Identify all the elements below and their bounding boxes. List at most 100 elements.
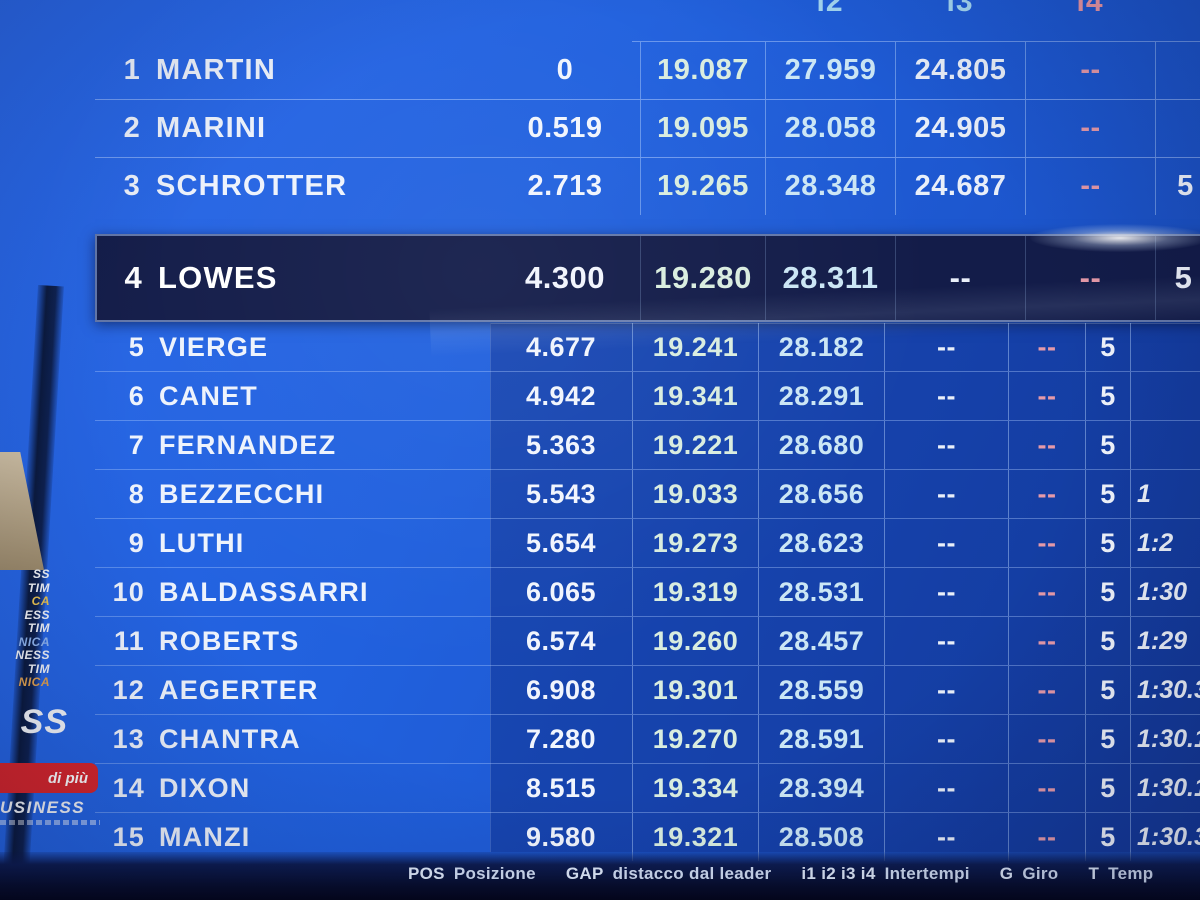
lap-count-cell: [1155, 42, 1200, 99]
legend: POS Posizione GAP distacco dal leader i1…: [408, 864, 1183, 884]
i4-cell: --: [1008, 470, 1085, 518]
col-header-i4: i4: [1076, 0, 1104, 18]
lap-count-cell: 5: [1085, 568, 1130, 616]
legend-label: Intertempi: [884, 864, 970, 883]
gap-cell: 5.363: [525, 429, 597, 460]
timing-row: 5 VIERGE 4.677 19.241 28.182 -- -- 5: [95, 323, 1200, 372]
ad-fragment: SS: [32, 567, 50, 581]
timing-row: 6 CANET 4.942 19.341 28.291 -- -- 5: [95, 372, 1200, 421]
timing-row-highlighted: 4 LOWES 4.300 19.280 28.311 -- -- 5: [95, 234, 1200, 322]
table-top-divider: [632, 41, 1200, 42]
i1-cell: 19.265: [640, 158, 765, 215]
position-number: 9: [128, 527, 145, 558]
timing-row: 2 MARINI 0.519 19.095 28.058 24.905 --: [95, 100, 1200, 158]
i2-cell: 27.959: [765, 42, 895, 99]
lap-count-cell: [1155, 100, 1200, 157]
gap-cell: 4.300: [524, 260, 606, 295]
i4-cell: --: [1008, 764, 1085, 812]
i3-cell: --: [895, 236, 1025, 320]
legend-label: Giro: [1022, 864, 1059, 883]
legend-key: POS: [408, 864, 445, 883]
gap-cell: 5.543: [525, 478, 597, 509]
rider-name-cell: 13 CHANTRA: [95, 715, 490, 763]
i4-cell: --: [1025, 158, 1155, 215]
timing-row: 10 BALDASSARRI 6.065 19.319 28.531 -- -- 5 1:30: [95, 568, 1200, 617]
position-number: 1: [123, 54, 141, 86]
lap-time-cell: [1130, 421, 1200, 469]
position-number: 5: [128, 331, 145, 362]
legend-label: Temp: [1108, 864, 1154, 883]
times-panel-background: [490, 323, 1200, 852]
i3-cell: --: [884, 764, 1008, 812]
i3-cell: --: [884, 715, 1008, 763]
legend-key: i1 i2 i3 i4: [801, 864, 876, 883]
rider-name: FERNANDEZ: [159, 429, 337, 460]
timing-row: 9 LUTHI 5.654 19.273 28.623 -- -- 5 1:2: [95, 519, 1200, 568]
position-number: 3: [123, 170, 141, 202]
legend-item-time: T Temp: [1088, 864, 1153, 884]
i4-cell: --: [1008, 666, 1085, 714]
lap-count-cell: 5: [1085, 617, 1130, 665]
gap-cell: 4.677: [525, 331, 597, 362]
lap-time-cell: 1:29: [1130, 617, 1200, 665]
ad-fragment: NICA: [18, 634, 50, 649]
position-number: 13: [112, 723, 145, 754]
i4-cell: --: [1008, 617, 1085, 665]
i4-cell: --: [1025, 236, 1155, 320]
rider-name: CANET: [159, 380, 258, 411]
gap-cell: 4.942: [525, 380, 597, 411]
rider-name: BEZZECCHI: [159, 478, 325, 509]
rider-name: ROBERTS: [159, 625, 300, 656]
legend-label: distacco dal leader: [612, 864, 772, 883]
gap-cell: 0: [556, 54, 574, 86]
i1-cell: 19.273: [632, 519, 758, 567]
lap-time-cell: 1: [1130, 470, 1200, 518]
gap-cell: 6.065: [525, 576, 597, 607]
ad-fragment: TIM: [27, 661, 50, 676]
rider-name: MARINI: [156, 112, 267, 144]
timing-row: 8 BEZZECCHI 5.543 19.033 28.656 -- -- 5 1: [95, 470, 1200, 519]
lap-count-cell: 5: [1085, 323, 1130, 371]
i4-cell: --: [1008, 568, 1085, 616]
i4-cell: --: [1025, 42, 1155, 99]
position-number: 15: [112, 821, 145, 852]
i2-cell: 28.623: [758, 519, 884, 567]
lap-time-cell: 1:30.1: [1130, 715, 1200, 763]
position-number: 10: [112, 576, 145, 607]
position-number: 14: [112, 772, 145, 803]
i3-cell: --: [884, 323, 1008, 371]
ad-fragment: TIM: [27, 621, 50, 635]
timing-row: 7 FERNANDEZ 5.363 19.221 28.680 -- -- 5: [95, 421, 1200, 470]
ad-text-fragments: SS TIM CA ESS TIM NICA NESS TIM NICA: [0, 567, 50, 690]
i1-cell: 19.341: [632, 372, 758, 420]
ad-fine-print: [0, 820, 100, 825]
col-header-i3: i3: [946, 0, 974, 18]
timing-table-lower: 5 VIERGE 4.677 19.241 28.182 -- -- 5 6 CANET 4.942…: [95, 323, 1200, 861]
gap-cell: 6.908: [525, 674, 597, 705]
lap-count-cell: 5: [1085, 715, 1130, 763]
gap-cell: 8.515: [525, 772, 597, 803]
i2-cell: 28.531: [758, 568, 884, 616]
lap-count-cell: 5: [1085, 372, 1130, 420]
rider-name-cell: 9 LUTHI: [95, 519, 490, 567]
legend-key: T: [1088, 864, 1100, 883]
lap-count-cell: 5: [1085, 519, 1130, 567]
lap-count-cell: 5: [1155, 236, 1200, 320]
rider-name-cell: 5 VIERGE: [95, 323, 490, 371]
lap-time-cell: 1:2: [1130, 519, 1200, 567]
position-number: 2: [123, 112, 141, 144]
position-number: 7: [128, 429, 145, 460]
lap-time-cell: 1:30.15: [1130, 764, 1200, 812]
rider-name-cell: 6 CANET: [95, 372, 490, 420]
i1-cell: 19.260: [632, 617, 758, 665]
i3-cell: --: [884, 568, 1008, 616]
rider-name-cell: 1 MARTIN: [95, 42, 490, 99]
legend-key: G: [999, 864, 1014, 883]
i3-cell: --: [884, 617, 1008, 665]
rider-name-cell: 12 AEGERTER: [95, 666, 490, 714]
ad-fragment: TIM: [27, 580, 50, 595]
timing-row: 3 SCHROTTER 2.713 19.265 28.348 24.687 -- 5: [95, 158, 1200, 215]
rider-name: VIERGE: [159, 331, 269, 362]
